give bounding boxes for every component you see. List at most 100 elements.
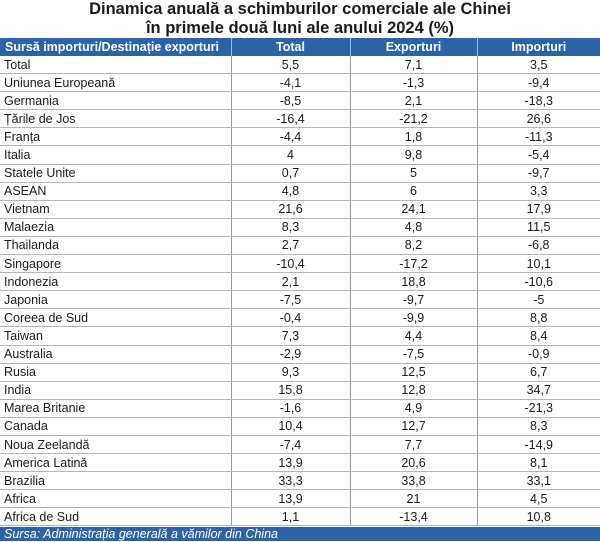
cell-exports: 7,1 (350, 56, 478, 75)
cell-exports: 18,8 (350, 272, 478, 292)
table-title: Dinamica anuală a schimburilor comercial… (0, 0, 600, 38)
table-row: Thailanda 2,7 8,2 -6,8 (0, 236, 600, 256)
cell-exports: -7,5 (350, 345, 478, 364)
table-row: Coreea de Sud -0,4 -9,9 8,8 (0, 308, 600, 328)
cell-exports: 33,8 (350, 471, 478, 491)
cell-total: 1,1 (231, 507, 351, 527)
cell-partner: Noua Zeelandă (0, 435, 232, 455)
cell-total: 33,3 (231, 471, 351, 491)
cell-imports: 3,5 (477, 56, 600, 75)
cell-total: 10,4 (231, 417, 351, 436)
cell-exports: 7,7 (350, 435, 478, 455)
cell-partner: Australia (0, 345, 232, 364)
cell-partner: Singapore (0, 254, 232, 274)
cell-exports: 12,7 (350, 417, 478, 436)
table-body: Total 5,5 7,1 3,5 Uniunea Europeană -4,1 -1,3-… (0, 56, 600, 527)
table-row: Uniunea Europeană -4,1 -1,3 -9,4 (0, 73, 600, 93)
cell-partner: Coreea de Sud (0, 308, 232, 328)
cell-partner: India (0, 381, 232, 400)
cell-total: -4,4 (231, 127, 351, 147)
table-row: Italia 4 9,8 -5,4 (0, 145, 600, 165)
table-row: Africa 13,9 21 4,5 (0, 489, 600, 509)
table-row: Rusia 9,3 12,5 6,7 (0, 363, 600, 382)
cell-partner: Uniunea Europeană (0, 73, 232, 93)
cell-partner: Thailanda (0, 236, 232, 256)
table-row: Țările de Jos -16,4 -21,2 26,6 (0, 109, 600, 129)
cell-partner: Malaezia (0, 218, 232, 237)
table-row: Australia -2,9 -7,5 -0,9 (0, 345, 600, 364)
cell-imports: -9,7 (477, 164, 600, 183)
cell-total: 7,3 (231, 326, 351, 346)
table-row: Taiwan 7,3 4,4 8,4 (0, 326, 600, 346)
cell-imports: 3,3 (477, 182, 600, 201)
cell-partner: Germania (0, 91, 232, 111)
cell-total: 2,1 (231, 272, 351, 292)
table-row: Singapore -10,4 -17,2 10,1 (0, 254, 600, 274)
cell-total: -1,6 (231, 399, 351, 418)
cell-exports: 4,4 (350, 326, 478, 346)
table-row: Statele Unite 0,7 5 -9,7 (0, 164, 600, 183)
table-row: Noua Zeelandă -7,4 7,7 -14,9 (0, 435, 600, 455)
column-header-imports: Importuri (477, 38, 600, 56)
cell-partner: Japonia (0, 290, 232, 310)
cell-imports: -5,4 (477, 145, 600, 165)
cell-imports: 8,8 (477, 308, 600, 328)
title-line-1: Dinamica anuală a schimburilor comercial… (89, 0, 511, 18)
cell-partner: Marea Britanie (0, 399, 232, 418)
table-row: Franța -4,4 1,8 -11,3 (0, 127, 600, 147)
cell-total: 9,3 (231, 363, 351, 382)
cell-imports: -6,8 (477, 236, 600, 256)
cell-imports: -10,6 (477, 272, 600, 292)
cell-imports: -14,9 (477, 435, 600, 455)
cell-imports: -9,4 (477, 73, 600, 93)
cell-imports: 10,1 (477, 254, 600, 274)
cell-imports: 8,1 (477, 453, 600, 473)
cell-total: -8,5 (231, 91, 351, 111)
cell-partner: Total (0, 56, 232, 75)
cell-total: -2,9 (231, 345, 351, 364)
cell-partner: Țările de Jos (0, 109, 232, 129)
cell-imports: -5 (477, 290, 600, 310)
cell-exports: 5 (350, 164, 478, 183)
cell-total: 8,3 (231, 218, 351, 237)
cell-total: -16,4 (231, 109, 351, 129)
cell-exports: 4,9 (350, 399, 478, 418)
table-row: Germania -8,5 2,1 -18,3 (0, 91, 600, 111)
cell-exports: -13,4 (350, 507, 478, 527)
cell-total: 0,7 (231, 164, 351, 183)
column-header-partner: Sursă importuri/Destinație exporturi (0, 38, 232, 56)
cell-partner: Statele Unite (0, 164, 232, 183)
cell-imports: 11,5 (477, 218, 600, 237)
cell-partner: Indonezia (0, 272, 232, 292)
cell-imports: 34,7 (477, 381, 600, 400)
cell-total: 2,7 (231, 236, 351, 256)
table-row: Indonezia 2,1 18,8 -10,6 (0, 272, 600, 292)
cell-partner: Taiwan (0, 326, 232, 346)
cell-partner: Africa de Sud (0, 507, 232, 527)
cell-exports: -9,7 (350, 290, 478, 310)
cell-exports: 9,8 (350, 145, 478, 165)
cell-total: -10,4 (231, 254, 351, 274)
column-header-total: Total (231, 38, 351, 56)
table-row: Canada 10,4 12,7 8,3 (0, 417, 600, 436)
cell-partner: Franța (0, 127, 232, 147)
cell-total: 4 (231, 145, 351, 165)
cell-exports: 1,8 (350, 127, 478, 147)
table-row: America Latină 13,9 20,6 8,1 (0, 453, 600, 473)
cell-partner: Brazilia (0, 471, 232, 491)
table-row: India 15,8 12,8 34,7 (0, 381, 600, 400)
cell-partner: Canada (0, 417, 232, 436)
cell-exports: -17,2 (350, 254, 478, 274)
cell-exports: -21,2 (350, 109, 478, 129)
cell-imports: 26,6 (477, 109, 600, 129)
cell-total: -4,1 (231, 73, 351, 93)
cell-total: 5,5 (231, 56, 351, 75)
cell-total: 21,6 (231, 200, 351, 219)
title-line-2: în primele două luni ale anului 2024 (%) (145, 19, 455, 37)
cell-imports: 8,3 (477, 417, 600, 436)
cell-imports: 10,8 (477, 507, 600, 527)
cell-imports: -0,9 (477, 345, 600, 364)
cell-partner: Africa (0, 489, 232, 509)
header-row: Sursă importuri/Destinație exporturi Tot… (0, 38, 600, 56)
table-row: Malaezia 8,3 4,8 11,5 (0, 218, 600, 237)
